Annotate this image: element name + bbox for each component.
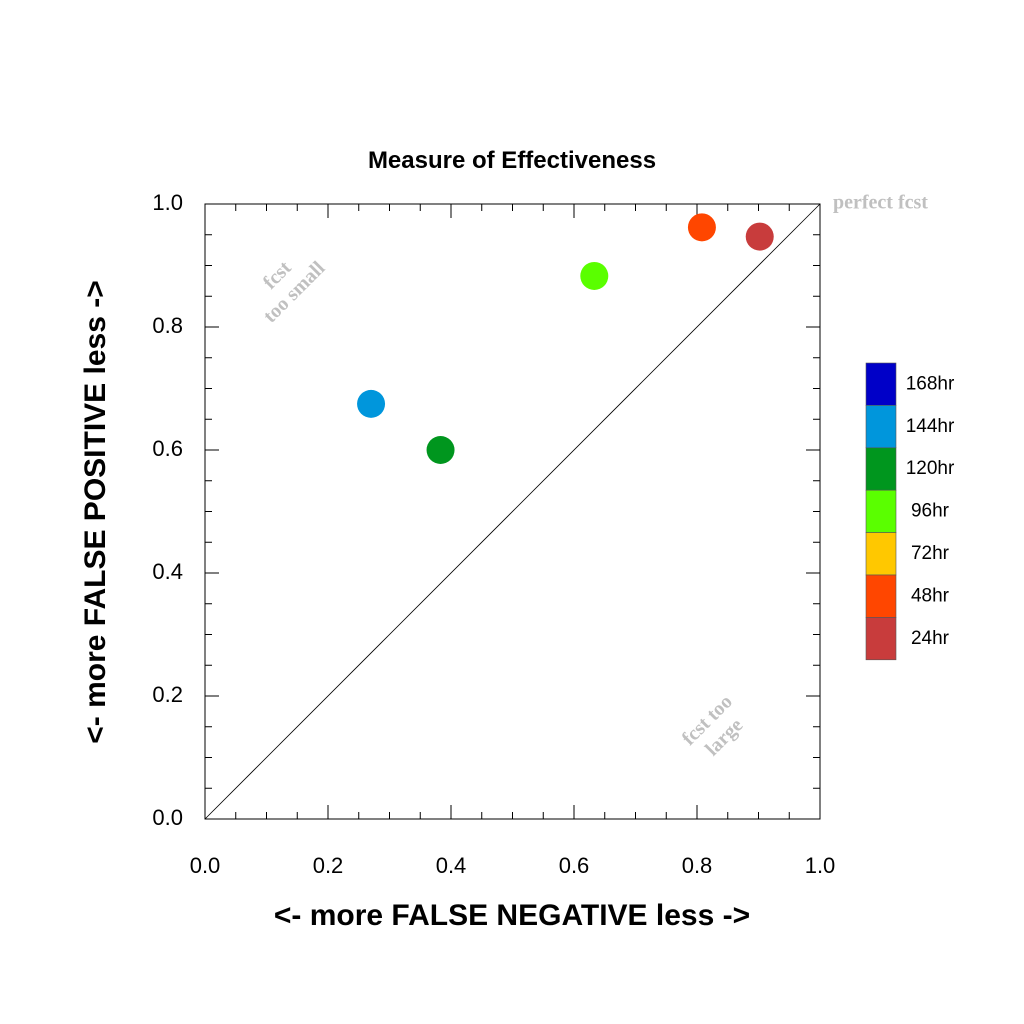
x-tick-labels: 0.0 0.2 0.4 0.6 0.8 1.0: [190, 853, 836, 878]
x-axis-label: <- more FALSE NEGATIVE less ->: [274, 899, 750, 932]
data-point-120hr: [426, 436, 455, 464]
legend-label-72hr: 72hr: [911, 543, 950, 564]
data-point-24hr: [745, 222, 774, 251]
chart-title: Measure of Effectiveness: [368, 147, 656, 174]
legend-swatch-120hr: [865, 447, 897, 491]
x-tick-label: 0.0: [190, 853, 221, 878]
y-tick-label: 0.8: [152, 313, 183, 338]
x-tick-label: 0.8: [682, 853, 713, 878]
legend-label-24hr: 24hr: [911, 628, 950, 649]
y-tick-label: 1.0: [152, 190, 183, 215]
legend-swatch-96hr: [865, 489, 897, 533]
data-point-144hr: [357, 389, 386, 418]
legend-swatch-144hr: [865, 405, 897, 449]
axis-ticks: [204, 203, 821, 820]
y-tick-label: 0.4: [152, 559, 183, 584]
x-tick-label: 0.2: [313, 853, 344, 878]
legend-label-48hr: 48hr: [911, 585, 950, 606]
annotation-too-large: fcst too large: [678, 691, 748, 761]
annotation-perfect-forecast: perfect fcst: [833, 192, 928, 214]
data-point-48hr: [687, 213, 716, 242]
data-point-96hr: [580, 261, 609, 290]
annotation-too-small: fcst too small: [259, 257, 330, 328]
y-axis-label: <- more FALSE POSITIVE less ->: [79, 280, 112, 744]
x-tick-label: 0.6: [559, 853, 590, 878]
legend-label-96hr: 96hr: [911, 501, 950, 522]
legend-label-144hr: 144hr: [906, 416, 955, 437]
legend-label-120hr: 120hr: [906, 458, 955, 479]
y-tick-label: 0.0: [152, 805, 183, 830]
legend-swatch-72hr: [865, 532, 897, 576]
y-tick-labels: 0.0 0.2 0.4 0.6 0.8 1.0: [152, 190, 183, 830]
y-tick-label: 0.6: [152, 436, 183, 461]
x-tick-label: 1.0: [805, 853, 836, 878]
x-tick-label: 0.4: [436, 853, 467, 878]
legend-swatch-24hr: [865, 617, 897, 661]
legend-swatch-168hr: [865, 362, 897, 406]
legend-swatch-48hr: [865, 574, 897, 618]
legend-label-168hr: 168hr: [906, 373, 955, 394]
perfect-forecast-diagonal: [204, 203, 821, 820]
y-tick-label: 0.2: [152, 682, 183, 707]
legend: 168hr 144hr 120hr 96hr 72hr 48hr 24hr: [865, 362, 955, 661]
data-points: [357, 213, 774, 464]
